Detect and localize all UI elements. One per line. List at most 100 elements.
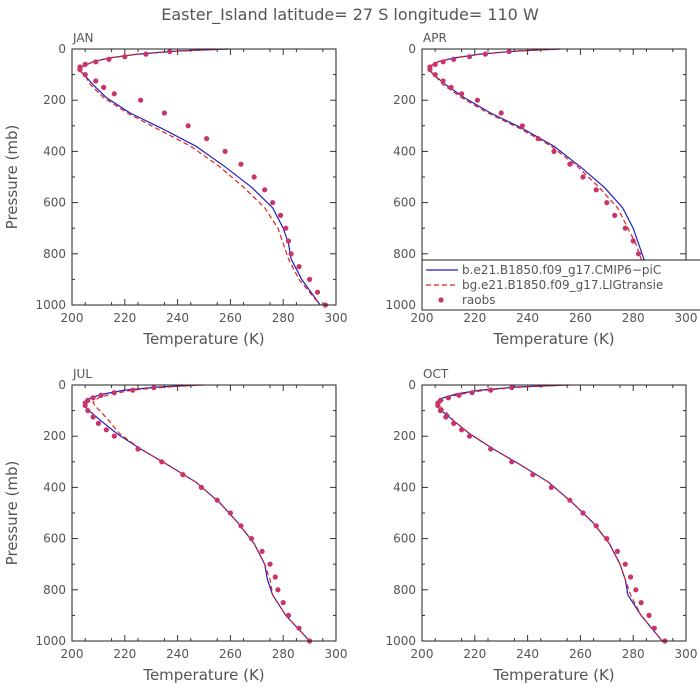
panel-label: JAN [72, 31, 94, 45]
raobs-point [288, 251, 294, 257]
raobs-point [580, 174, 586, 180]
panel-label: OCT [423, 367, 449, 381]
series-line-cmip6 [79, 48, 321, 306]
raobs-point [448, 84, 454, 90]
raobs-point [509, 459, 515, 465]
raobs-point [167, 48, 173, 55]
series-line-ligtransient [439, 384, 663, 642]
raobs-point [111, 433, 117, 439]
raobs-point [482, 51, 488, 57]
y-tick-label: 1000 [385, 634, 416, 648]
x-tick-label: 280 [622, 311, 645, 325]
raobs-point [285, 238, 292, 244]
raobs-point [259, 548, 265, 555]
figure-title: Easter_Island latitude= 27 S longitude= … [161, 5, 539, 25]
plot-frame [71, 384, 337, 642]
raobs-point [314, 289, 321, 295]
legend-entry-label: raobs [462, 293, 496, 307]
raobs-point [432, 61, 438, 67]
y-tick-label: 1000 [35, 634, 66, 648]
y-axis-label: Pressure (mb) [3, 125, 21, 230]
raobs-point [285, 612, 292, 619]
raobs-point [498, 110, 504, 116]
y-tick-label: 0 [58, 42, 66, 56]
raobs-point [90, 395, 96, 401]
x-tick-label: 300 [325, 647, 348, 661]
raobs-point [651, 625, 657, 631]
y-tick-label: 800 [393, 583, 416, 597]
raobs-point [238, 523, 244, 529]
raobs-point [440, 78, 446, 84]
raobs-point [622, 225, 628, 231]
y-tick-label: 800 [393, 247, 416, 261]
raobs-point [530, 472, 536, 478]
raobs-point [82, 61, 88, 67]
raobs-point [451, 56, 457, 62]
raobs-point [130, 387, 136, 393]
raobs-point [262, 187, 268, 193]
raobs-point [151, 384, 157, 391]
y-tick-label: 400 [393, 480, 416, 494]
legend-box [421, 259, 700, 311]
raobs-point [95, 420, 101, 426]
y-tick-label: 1000 [385, 298, 416, 312]
raobs-point [143, 51, 149, 57]
raobs-point [138, 97, 144, 103]
raobs-point [488, 387, 494, 393]
x-axis-label: Temperature (K) [142, 330, 264, 348]
raobs-point [614, 548, 620, 555]
raobs-point [185, 123, 191, 129]
raobs-point [90, 414, 96, 420]
raobs-point [535, 136, 541, 142]
raobs-point [251, 174, 257, 180]
raobs-point [440, 59, 446, 65]
y-tick-label: 200 [43, 429, 66, 443]
y-tick-label: 600 [43, 532, 66, 546]
raobs-point [593, 523, 599, 529]
legend-entry-label: b.e21.B1850.f09_g17.CMIP6−piC [462, 263, 661, 277]
raobs-point [630, 238, 636, 244]
raobs-point [459, 427, 465, 433]
raobs-point [227, 510, 233, 516]
raobs-point [267, 561, 273, 567]
y-tick-label: 400 [43, 144, 66, 158]
y-tick-label: 1000 [35, 298, 66, 312]
x-tick-label: 220 [113, 647, 136, 661]
raobs-point [122, 54, 128, 60]
raobs-point [238, 161, 244, 167]
raobs-point [580, 510, 586, 516]
x-axis-label: Temperature (K) [492, 666, 614, 684]
raobs-point [248, 536, 255, 542]
raobs-point [646, 612, 652, 619]
raobs-point [604, 536, 610, 542]
x-tick-label: 220 [113, 311, 136, 325]
raobs-point [270, 200, 276, 206]
raobs-point [93, 78, 99, 84]
x-tick-label: 200 [411, 311, 434, 325]
raobs-point [180, 472, 186, 478]
raobs-point [101, 84, 107, 90]
raobs-point [445, 395, 451, 401]
raobs-point [506, 48, 512, 55]
panel-label: JUL [72, 367, 92, 381]
raobs-point [488, 446, 494, 452]
raobs-point [567, 161, 573, 167]
x-axis-label: Temperature (K) [492, 330, 614, 348]
raobs-point [272, 574, 278, 580]
x-tick-label: 260 [219, 647, 242, 661]
x-tick-label: 200 [411, 647, 434, 661]
raobs-point [638, 600, 644, 606]
raobs-point [159, 459, 165, 465]
x-tick-label: 240 [166, 647, 189, 661]
raobs-point [93, 59, 99, 65]
raobs-point [103, 427, 109, 433]
raobs-point [111, 390, 117, 396]
raobs-point [509, 384, 515, 391]
y-tick-label: 600 [393, 532, 416, 546]
raobs-point [604, 200, 610, 206]
raobs-point [204, 136, 210, 142]
raobs-point [135, 446, 141, 452]
y-tick-label: 600 [43, 196, 66, 210]
raobs-point [296, 264, 302, 270]
raobs-point [161, 110, 167, 116]
